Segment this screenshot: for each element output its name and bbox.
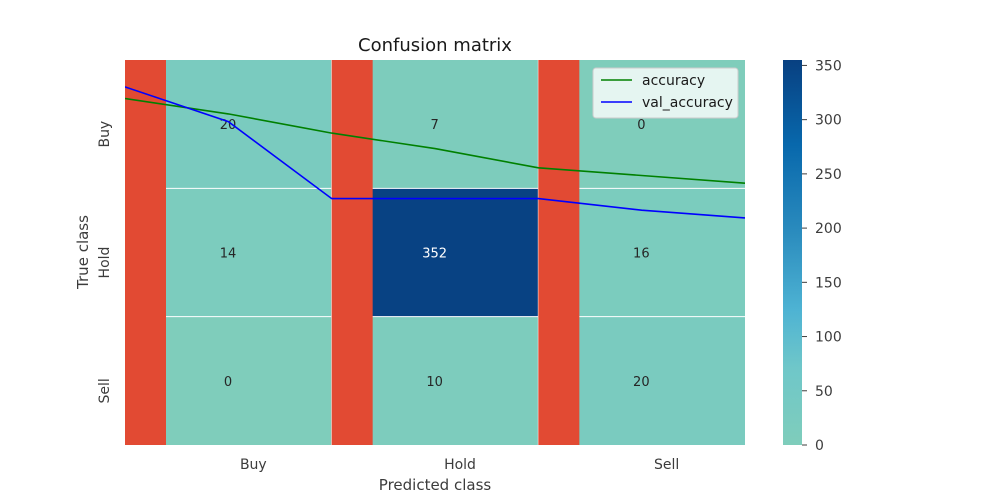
x-tick-label: Hold bbox=[444, 457, 476, 473]
column-stripe bbox=[125, 60, 166, 445]
cell-value-label: 0 bbox=[224, 375, 232, 390]
colorbar-tick-label: 300 bbox=[815, 113, 842, 129]
cell-value-label: 16 bbox=[633, 247, 650, 262]
x-tick-labels: Buy Hold Sell bbox=[240, 457, 679, 473]
series-line-accuracy bbox=[125, 97, 745, 184]
colorbar-tick-label: 350 bbox=[815, 58, 842, 74]
y-tick-label: Hold bbox=[97, 247, 113, 279]
chart-title: Confusion matrix bbox=[358, 35, 512, 56]
cell-value-label: 20 bbox=[220, 118, 237, 133]
cell-value-label: 14 bbox=[220, 247, 237, 262]
y-tick-labels: Buy Hold Sell bbox=[97, 121, 113, 404]
cell-value-label: 10 bbox=[426, 375, 443, 390]
y-tick-label: Sell bbox=[97, 378, 113, 403]
cell-value-label: 352 bbox=[422, 247, 447, 262]
colorbar-tick-label: 50 bbox=[815, 384, 833, 400]
colorbar-tick-label: 250 bbox=[815, 167, 842, 183]
column-stripe bbox=[331, 60, 373, 445]
colorbar-tick-label: 0 bbox=[815, 438, 824, 454]
legend-label: accuracy bbox=[642, 73, 705, 89]
legend: accuracy val_accuracy bbox=[592, 67, 739, 119]
line-series bbox=[125, 86, 745, 219]
cell-value-label: 20 bbox=[633, 375, 650, 390]
colorbar-ticks: 0 50 100 150 200 250 300 350 bbox=[802, 58, 842, 454]
colorbar-tick-label: 150 bbox=[815, 275, 842, 291]
cell-value-label: 0 bbox=[637, 118, 645, 133]
x-tick-label: Sell bbox=[654, 457, 679, 473]
colorbar-tick-label: 200 bbox=[815, 221, 842, 237]
colorbar bbox=[783, 60, 802, 445]
column-stripe bbox=[538, 60, 580, 445]
heatmap-cell-labels: 20 7 0 14 352 16 0 10 20 bbox=[220, 118, 650, 390]
cell-value-label: 7 bbox=[431, 118, 439, 133]
x-axis-label: Predicted class bbox=[379, 476, 492, 494]
x-tick-label: Buy bbox=[240, 457, 267, 473]
y-tick-label: Buy bbox=[97, 121, 113, 148]
series-line-val-accuracy bbox=[125, 86, 745, 219]
colorbar-tick-label: 100 bbox=[815, 330, 842, 346]
heatmap-stripes bbox=[125, 60, 580, 445]
y-axis-label: True class bbox=[74, 215, 92, 290]
legend-label: val_accuracy bbox=[642, 95, 733, 111]
